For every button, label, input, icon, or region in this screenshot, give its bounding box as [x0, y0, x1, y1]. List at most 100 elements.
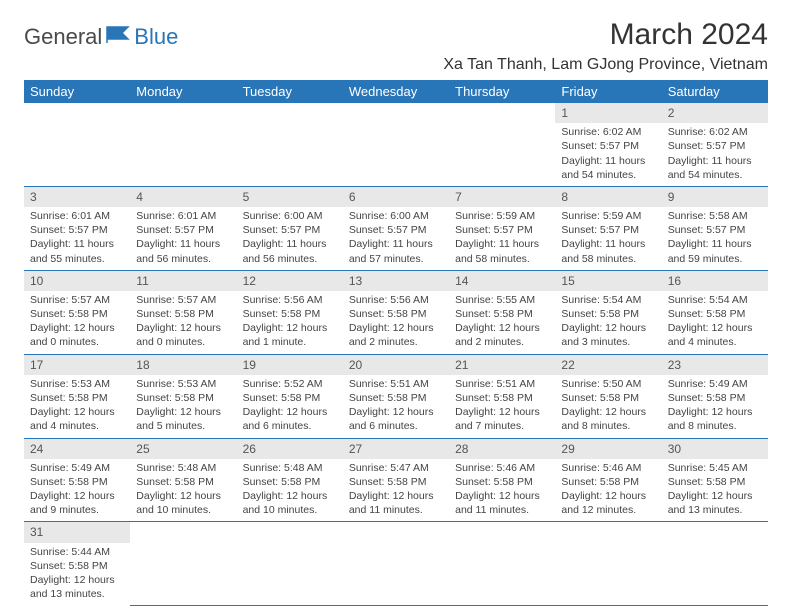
header: General Blue March 2024 Xa Tan Thanh, La…: [24, 18, 768, 74]
sunrise-text: Sunrise: 6:01 AM: [136, 209, 230, 223]
daylight-text: Daylight: 12 hours and 12 minutes.: [561, 489, 655, 517]
calendar-cell: 3Sunrise: 6:01 AMSunset: 5:57 PMDaylight…: [24, 186, 130, 270]
sunset-text: Sunset: 5:57 PM: [561, 139, 655, 153]
day-info: Sunrise: 6:01 AMSunset: 5:57 PMDaylight:…: [130, 207, 236, 270]
calendar-cell: 6Sunrise: 6:00 AMSunset: 5:57 PMDaylight…: [343, 186, 449, 270]
sunset-text: Sunset: 5:57 PM: [561, 223, 655, 237]
calendar-row: 1Sunrise: 6:02 AMSunset: 5:57 PMDaylight…: [24, 103, 768, 186]
daylight-text: Daylight: 12 hours and 11 minutes.: [455, 489, 549, 517]
calendar-cell: 8Sunrise: 5:59 AMSunset: 5:57 PMDaylight…: [555, 186, 661, 270]
sunrise-text: Sunrise: 5:57 AM: [136, 293, 230, 307]
calendar-cell: 21Sunrise: 5:51 AMSunset: 5:58 PMDayligh…: [449, 354, 555, 438]
daylight-text: Daylight: 12 hours and 3 minutes.: [561, 321, 655, 349]
calendar-table: Sunday Monday Tuesday Wednesday Thursday…: [24, 80, 768, 606]
col-monday: Monday: [130, 80, 236, 103]
day-info: Sunrise: 5:58 AMSunset: 5:57 PMDaylight:…: [662, 207, 768, 270]
logo-text-blue: Blue: [134, 24, 178, 50]
day-info: Sunrise: 5:54 AMSunset: 5:58 PMDaylight:…: [555, 291, 661, 354]
calendar-cell: 1Sunrise: 6:02 AMSunset: 5:57 PMDaylight…: [555, 103, 661, 186]
day-info: Sunrise: 5:51 AMSunset: 5:58 PMDaylight:…: [449, 375, 555, 438]
day-number: 25: [130, 439, 236, 459]
calendar-cell: [449, 103, 555, 186]
sunrise-text: Sunrise: 6:01 AM: [30, 209, 124, 223]
day-number: 1: [555, 103, 661, 123]
day-info: Sunrise: 5:46 AMSunset: 5:58 PMDaylight:…: [555, 459, 661, 522]
calendar-row: 3Sunrise: 6:01 AMSunset: 5:57 PMDaylight…: [24, 186, 768, 270]
daylight-text: Daylight: 12 hours and 4 minutes.: [30, 405, 124, 433]
sunrise-text: Sunrise: 5:55 AM: [455, 293, 549, 307]
daylight-text: Daylight: 12 hours and 13 minutes.: [30, 573, 124, 601]
calendar-cell: 14Sunrise: 5:55 AMSunset: 5:58 PMDayligh…: [449, 270, 555, 354]
daylight-text: Daylight: 12 hours and 13 minutes.: [668, 489, 762, 517]
calendar-cell: 27Sunrise: 5:47 AMSunset: 5:58 PMDayligh…: [343, 438, 449, 522]
sunset-text: Sunset: 5:58 PM: [30, 307, 124, 321]
day-info: Sunrise: 5:49 AMSunset: 5:58 PMDaylight:…: [662, 375, 768, 438]
sunset-text: Sunset: 5:58 PM: [136, 391, 230, 405]
day-number: 20: [343, 355, 449, 375]
daylight-text: Daylight: 11 hours and 59 minutes.: [668, 237, 762, 265]
sunset-text: Sunset: 5:58 PM: [136, 475, 230, 489]
sunrise-text: Sunrise: 5:53 AM: [30, 377, 124, 391]
day-number: 18: [130, 355, 236, 375]
daylight-text: Daylight: 12 hours and 8 minutes.: [668, 405, 762, 433]
calendar-cell: 25Sunrise: 5:48 AMSunset: 5:58 PMDayligh…: [130, 438, 236, 522]
day-number: 15: [555, 271, 661, 291]
sunset-text: Sunset: 5:58 PM: [30, 391, 124, 405]
daylight-text: Daylight: 12 hours and 0 minutes.: [136, 321, 230, 349]
page-title: March 2024: [443, 18, 768, 52]
calendar-cell: 2Sunrise: 6:02 AMSunset: 5:57 PMDaylight…: [662, 103, 768, 186]
day-number: 6: [343, 187, 449, 207]
daylight-text: Daylight: 12 hours and 11 minutes.: [349, 489, 443, 517]
calendar-cell: 19Sunrise: 5:52 AMSunset: 5:58 PMDayligh…: [237, 354, 343, 438]
calendar-cell: 24Sunrise: 5:49 AMSunset: 5:58 PMDayligh…: [24, 438, 130, 522]
day-info: Sunrise: 5:52 AMSunset: 5:58 PMDaylight:…: [237, 375, 343, 438]
calendar-row: 10Sunrise: 5:57 AMSunset: 5:58 PMDayligh…: [24, 270, 768, 354]
day-number: 7: [449, 187, 555, 207]
calendar-cell: [130, 522, 236, 605]
daylight-text: Daylight: 11 hours and 54 minutes.: [561, 154, 655, 182]
col-friday: Friday: [555, 80, 661, 103]
sunrise-text: Sunrise: 5:56 AM: [243, 293, 337, 307]
calendar-row: 24Sunrise: 5:49 AMSunset: 5:58 PMDayligh…: [24, 438, 768, 522]
day-info: Sunrise: 5:48 AMSunset: 5:58 PMDaylight:…: [237, 459, 343, 522]
daylight-text: Daylight: 11 hours and 54 minutes.: [668, 154, 762, 182]
sunset-text: Sunset: 5:57 PM: [243, 223, 337, 237]
calendar-cell: 7Sunrise: 5:59 AMSunset: 5:57 PMDaylight…: [449, 186, 555, 270]
day-number: 21: [449, 355, 555, 375]
calendar-cell: [449, 522, 555, 605]
day-info: Sunrise: 5:56 AMSunset: 5:58 PMDaylight:…: [237, 291, 343, 354]
sunrise-text: Sunrise: 5:54 AM: [668, 293, 762, 307]
day-info: Sunrise: 5:49 AMSunset: 5:58 PMDaylight:…: [24, 459, 130, 522]
calendar-cell: 10Sunrise: 5:57 AMSunset: 5:58 PMDayligh…: [24, 270, 130, 354]
calendar-cell: 26Sunrise: 5:48 AMSunset: 5:58 PMDayligh…: [237, 438, 343, 522]
calendar-cell: 17Sunrise: 5:53 AMSunset: 5:58 PMDayligh…: [24, 354, 130, 438]
day-info: Sunrise: 5:51 AMSunset: 5:58 PMDaylight:…: [343, 375, 449, 438]
day-number: 3: [24, 187, 130, 207]
day-info: Sunrise: 6:02 AMSunset: 5:57 PMDaylight:…: [555, 123, 661, 186]
sunset-text: Sunset: 5:58 PM: [30, 559, 124, 573]
calendar-cell: 4Sunrise: 6:01 AMSunset: 5:57 PMDaylight…: [130, 186, 236, 270]
sunset-text: Sunset: 5:57 PM: [668, 223, 762, 237]
location-text: Xa Tan Thanh, Lam GJong Province, Vietna…: [443, 56, 768, 74]
day-info: Sunrise: 5:53 AMSunset: 5:58 PMDaylight:…: [130, 375, 236, 438]
day-number: 10: [24, 271, 130, 291]
calendar-cell: 31Sunrise: 5:44 AMSunset: 5:58 PMDayligh…: [24, 522, 130, 605]
sunset-text: Sunset: 5:58 PM: [668, 307, 762, 321]
daylight-text: Daylight: 11 hours and 58 minutes.: [561, 237, 655, 265]
day-number: 31: [24, 522, 130, 542]
sunset-text: Sunset: 5:58 PM: [561, 391, 655, 405]
day-number: 23: [662, 355, 768, 375]
calendar-cell: 23Sunrise: 5:49 AMSunset: 5:58 PMDayligh…: [662, 354, 768, 438]
daylight-text: Daylight: 12 hours and 8 minutes.: [561, 405, 655, 433]
sunset-text: Sunset: 5:58 PM: [243, 307, 337, 321]
daylight-text: Daylight: 12 hours and 10 minutes.: [243, 489, 337, 517]
calendar-cell: 12Sunrise: 5:56 AMSunset: 5:58 PMDayligh…: [237, 270, 343, 354]
calendar-cell: 29Sunrise: 5:46 AMSunset: 5:58 PMDayligh…: [555, 438, 661, 522]
daylight-text: Daylight: 12 hours and 4 minutes.: [668, 321, 762, 349]
day-info: Sunrise: 5:47 AMSunset: 5:58 PMDaylight:…: [343, 459, 449, 522]
sunset-text: Sunset: 5:58 PM: [455, 307, 549, 321]
sunset-text: Sunset: 5:58 PM: [349, 391, 443, 405]
sunrise-text: Sunrise: 5:49 AM: [30, 461, 124, 475]
flag-icon: [106, 25, 132, 50]
sunset-text: Sunset: 5:57 PM: [136, 223, 230, 237]
